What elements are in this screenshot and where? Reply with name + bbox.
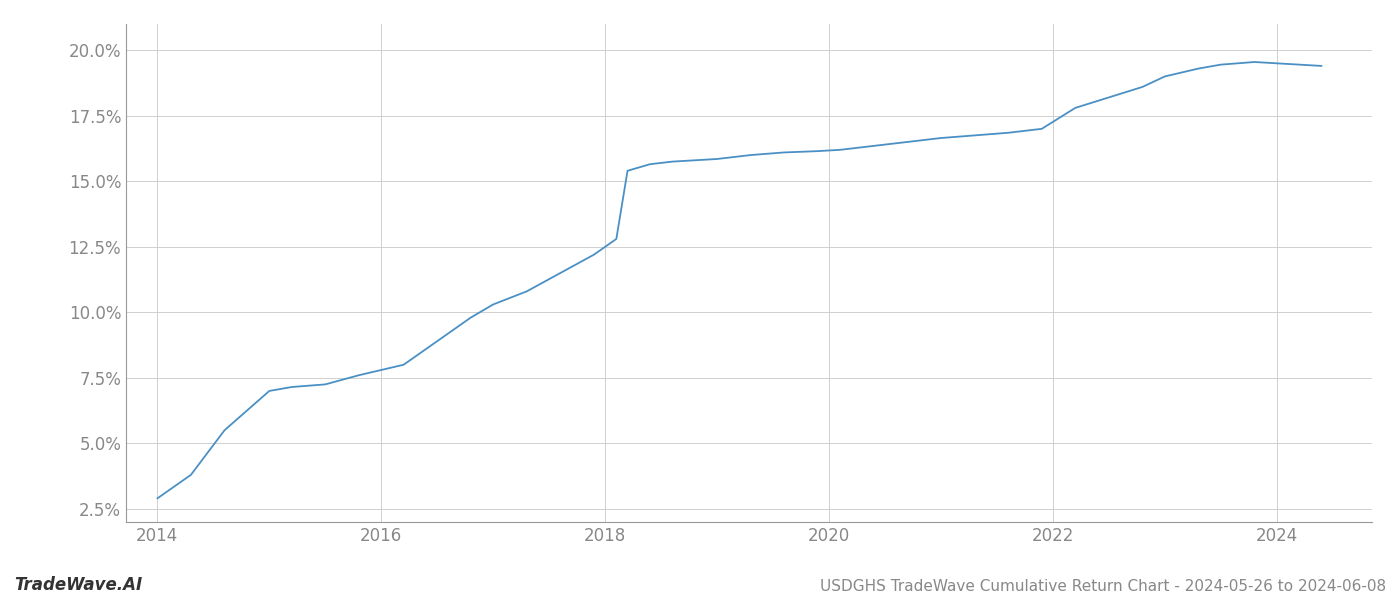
Text: USDGHS TradeWave Cumulative Return Chart - 2024-05-26 to 2024-06-08: USDGHS TradeWave Cumulative Return Chart… bbox=[820, 579, 1386, 594]
Text: TradeWave.AI: TradeWave.AI bbox=[14, 576, 143, 594]
